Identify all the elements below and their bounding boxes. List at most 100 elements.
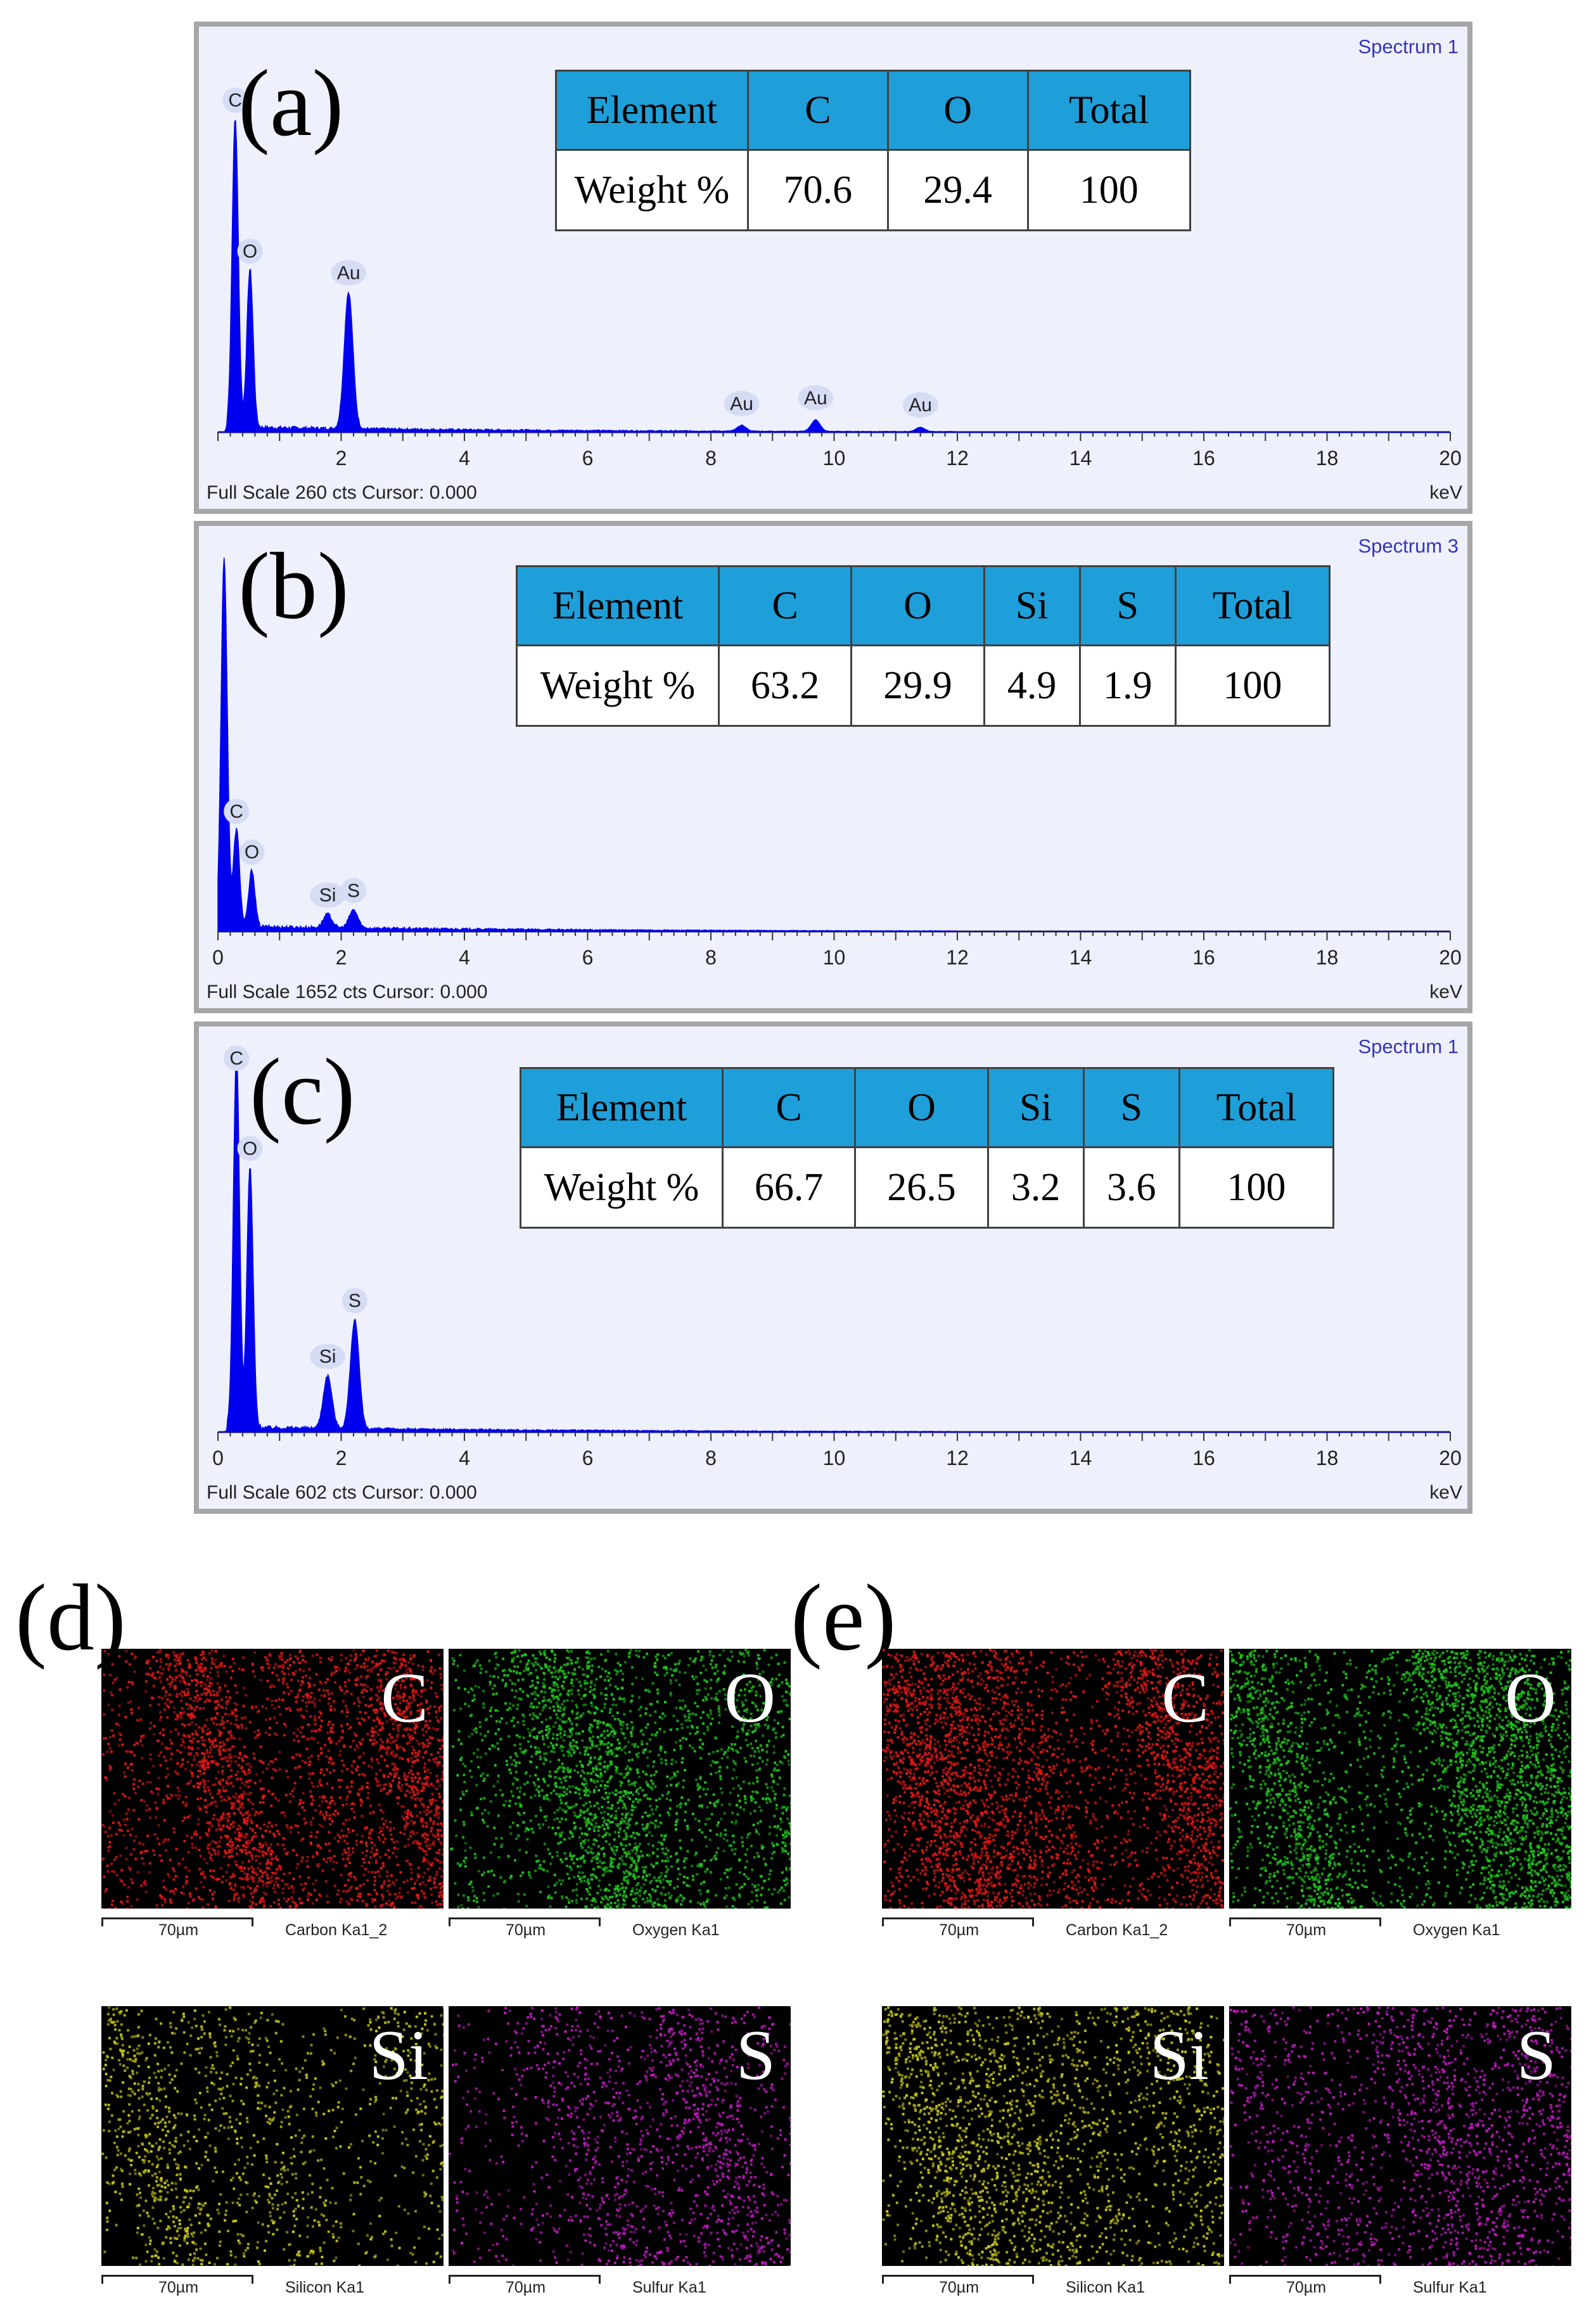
x-tick-label: 18: [1316, 447, 1339, 470]
x-tick-label: 6: [582, 447, 594, 470]
table-cell: 100: [1179, 1148, 1333, 1228]
peak-label: S: [347, 880, 360, 901]
map-caption: Oxygen Ka1: [1413, 1921, 1500, 1940]
x-tick-label: 16: [1192, 946, 1215, 969]
x-tick-label: 12: [946, 1447, 969, 1469]
table-cell: 70.6: [748, 150, 888, 231]
x-tick-label: 6: [582, 946, 594, 969]
table-header-cell: O: [855, 1068, 988, 1148]
peak-label: C: [229, 1048, 243, 1069]
table-cell: 26.5: [855, 1148, 988, 1228]
weight-table-c: Element C O Si S Total Weight % 66.7 26.…: [520, 1067, 1334, 1229]
table-header-cell: O: [888, 71, 1028, 150]
x-axis-unit-b: keV: [1429, 982, 1462, 1003]
x-tick-label: 8: [705, 447, 717, 470]
scale-bar-label: 70µm: [506, 1921, 546, 1940]
x-tick-label: 2: [336, 1447, 347, 1469]
map-caption: Silicon Ka1: [285, 2279, 364, 2297]
map-caption: Sulfur Ka1: [632, 2279, 706, 2297]
elemental-map-oxygen: O: [1229, 1649, 1571, 1909]
table-cell: 100: [1028, 150, 1190, 231]
elemental-map-silicon: Si: [101, 2006, 444, 2266]
map-caption: Carbon Ka1_2: [1066, 1921, 1168, 1940]
element-symbol: O: [1505, 1663, 1556, 1734]
table-cell: 4.9: [984, 646, 1080, 726]
peak-label: Si: [319, 885, 336, 906]
x-tick-label: 2: [336, 946, 347, 969]
full-scale-a: Full Scale 260 cts Cursor: 0.000: [207, 482, 477, 504]
peak-label: C: [229, 801, 243, 822]
x-tick-label: 18: [1316, 1447, 1339, 1469]
table-header-cell: C: [748, 71, 888, 150]
table-cell: 29.9: [852, 646, 984, 726]
element-symbol: Si: [369, 2020, 428, 2091]
x-axis-unit-a: keV: [1429, 482, 1462, 504]
spectrum-name-c: Spectrum 1: [1358, 1035, 1459, 1058]
full-scale-b: Full Scale 1652 cts Cursor: 0.000: [207, 982, 488, 1003]
elemental-map-carbon: C: [101, 1649, 444, 1909]
x-tick-label: 12: [946, 946, 969, 969]
x-tick-label: 16: [1192, 447, 1215, 470]
peak-label: Au: [804, 388, 827, 409]
map-caption: Silicon Ka1: [1066, 2279, 1145, 2297]
scale-bar-label: 70µm: [158, 2279, 198, 2297]
elemental-map-sulfur: S: [1229, 2006, 1571, 2266]
x-tick-label: 4: [459, 447, 470, 470]
x-tick-label: 10: [823, 1447, 846, 1469]
table-cell: 1.9: [1080, 646, 1175, 726]
table-row-label: Weight %: [517, 646, 719, 726]
x-tick-label: 10: [823, 946, 846, 969]
x-tick-label: 2: [336, 447, 347, 470]
table-cell: 66.7: [723, 1148, 855, 1228]
x-tick-label: 4: [459, 1447, 470, 1469]
elemental-map-sulfur: S: [449, 2006, 791, 2266]
x-tick-label: 10: [823, 447, 846, 470]
table-header-cell: Total: [1028, 71, 1190, 150]
panel-label-c: (c): [250, 1044, 355, 1139]
x-tick-label: 8: [705, 946, 717, 969]
element-symbol: Si: [1150, 2020, 1209, 2091]
table-header-cell: O: [852, 566, 984, 646]
full-scale-c: Full Scale 602 cts Cursor: 0.000: [207, 1482, 477, 1504]
x-tick-label: 20: [1439, 1447, 1462, 1469]
table-header-cell: C: [723, 1068, 855, 1148]
table-header-cell: Si: [988, 1068, 1083, 1148]
element-symbol: S: [736, 2020, 776, 2091]
scale-bar-label: 70µm: [506, 2279, 546, 2297]
panel-label-b: (b): [238, 539, 349, 634]
x-tick-label: 14: [1069, 447, 1092, 470]
table-header-cell: Element: [556, 71, 748, 150]
elemental-map-carbon: C: [882, 1649, 1224, 1909]
x-tick-label: 14: [1069, 1447, 1092, 1469]
table-header-cell: C: [719, 566, 852, 646]
x-tick-label: 18: [1316, 946, 1339, 969]
table-cell: 3.2: [988, 1148, 1083, 1228]
peak-label: S: [348, 1290, 361, 1311]
element-symbol: C: [1161, 1663, 1209, 1734]
x-tick-label: 0: [212, 1447, 224, 1469]
table-header-cell: Total: [1179, 1068, 1333, 1148]
element-symbol: C: [381, 1663, 428, 1734]
spectrum-name-a: Spectrum 1: [1358, 35, 1459, 58]
table-row-label: Weight %: [521, 1148, 723, 1228]
x-axis-unit-c: keV: [1429, 1482, 1462, 1504]
x-tick-label: 14: [1069, 946, 1092, 969]
scale-bar-label: 70µm: [158, 1921, 198, 1940]
x-tick-label: 4: [459, 946, 470, 969]
panel-label-e: (e): [791, 1570, 896, 1665]
x-tick-label: 20: [1439, 447, 1462, 470]
x-tick-label: 0: [212, 946, 224, 969]
map-caption: Sulfur Ka1: [1413, 2279, 1487, 2297]
weight-table-a: Element C O Total Weight % 70.6 29.4 100: [555, 70, 1191, 231]
x-tick-label: 12: [946, 447, 969, 470]
x-tick-label: 6: [582, 1447, 594, 1469]
element-symbol: S: [1517, 2020, 1556, 2091]
scale-bar-label: 70µm: [1286, 2279, 1326, 2297]
scale-bar-label: 70µm: [1286, 1921, 1326, 1940]
x-tick-label: 8: [705, 1447, 717, 1469]
element-symbol: O: [724, 1663, 776, 1734]
table-header-cell: Si: [984, 566, 1080, 646]
